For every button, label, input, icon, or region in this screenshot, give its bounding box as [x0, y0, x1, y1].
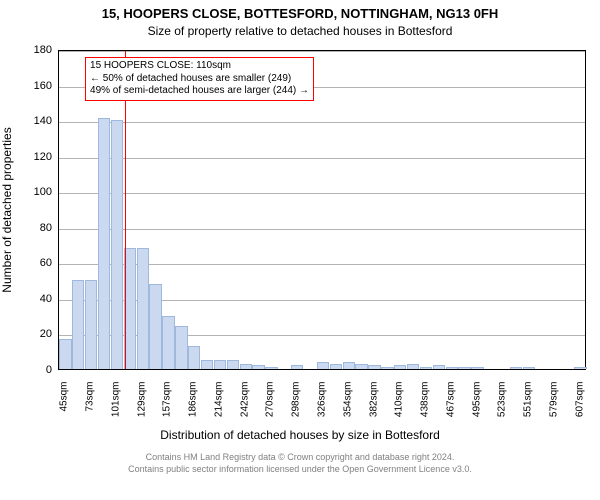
histogram-bar [98, 118, 110, 369]
histogram-bar [317, 362, 329, 369]
histogram-bar [188, 346, 200, 369]
histogram-bar [394, 365, 406, 369]
annotation-box: 15 HOOPERS CLOSE: 110sqm← 50% of detache… [85, 57, 314, 101]
chart-subtitle: Size of property relative to detached ho… [0, 24, 600, 38]
histogram-bar [137, 248, 149, 369]
histogram-bar [265, 367, 277, 369]
chart-title: 15, HOOPERS CLOSE, BOTTESFORD, NOTTINGHA… [0, 6, 600, 21]
histogram-bar [446, 367, 458, 369]
grid-line [59, 193, 585, 194]
histogram-bar [433, 365, 445, 369]
histogram-bar [240, 364, 252, 369]
credit-line: Contains public sector information licen… [0, 464, 600, 476]
histogram-bar [510, 367, 522, 369]
histogram-bar [407, 364, 419, 369]
histogram-bar [574, 367, 586, 369]
histogram-bar [471, 367, 483, 369]
histogram-bar [330, 364, 342, 369]
histogram-bar [343, 362, 355, 369]
grid-line [59, 51, 585, 52]
histogram-bar [214, 360, 226, 369]
histogram-bar [72, 280, 84, 369]
y-tick-label: 180 [0, 44, 52, 56]
histogram-bar [420, 367, 432, 369]
annotation-line: ← 50% of detached houses are smaller (24… [90, 73, 309, 86]
histogram-bar [291, 365, 303, 369]
histogram-bar [85, 280, 97, 369]
credit-line: Contains HM Land Registry data © Crown c… [0, 452, 600, 464]
histogram-bar [458, 367, 470, 369]
annotation-line: 49% of semi-detached houses are larger (… [90, 85, 309, 98]
histogram-bar [162, 316, 174, 369]
y-tick-label: 160 [0, 80, 52, 92]
histogram-bar [201, 360, 213, 369]
grid-line [59, 158, 585, 159]
grid-line [59, 122, 585, 123]
histogram-bar [111, 120, 123, 369]
x-axis-title: Distribution of detached houses by size … [0, 428, 600, 442]
grid-line [59, 229, 585, 230]
credit-text: Contains HM Land Registry data © Crown c… [0, 452, 600, 475]
histogram-bar [355, 364, 367, 369]
plot-area: 15 HOOPERS CLOSE: 110sqm← 50% of detache… [58, 50, 586, 370]
y-tick-label: 140 [0, 115, 52, 127]
histogram-bar [368, 365, 380, 369]
histogram-bar [523, 367, 535, 369]
histogram-bar [252, 365, 264, 369]
histogram-bar [381, 367, 393, 369]
histogram-chart: 15, HOOPERS CLOSE, BOTTESFORD, NOTTINGHA… [0, 0, 600, 500]
annotation-line: 15 HOOPERS CLOSE: 110sqm [90, 60, 309, 73]
y-tick-label: 20 [0, 328, 52, 340]
histogram-bar [175, 326, 187, 369]
histogram-bar [149, 284, 161, 369]
y-axis-label: Number of detached properties [0, 127, 14, 292]
histogram-bar [227, 360, 239, 369]
y-tick-label: 0 [0, 364, 52, 376]
y-tick-label: 40 [0, 293, 52, 305]
histogram-bar [59, 339, 71, 369]
